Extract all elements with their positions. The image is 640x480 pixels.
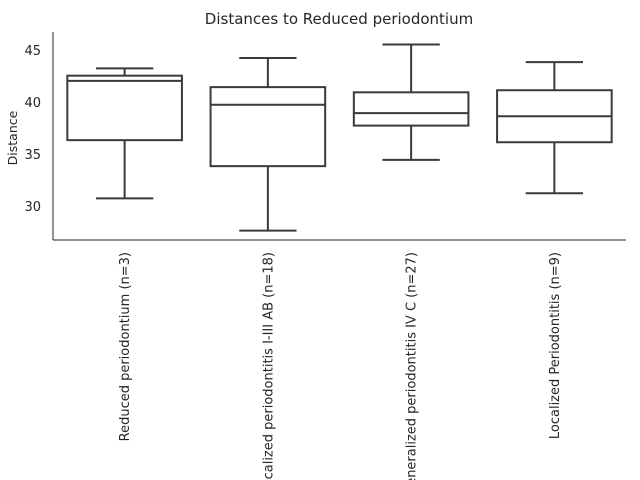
box-1 (66, 67, 183, 200)
x-tick-label: Generalized periodontitis IV C (n=27) (405, 252, 420, 480)
box-4 (496, 61, 613, 195)
box-2 (209, 57, 327, 232)
boxes (66, 43, 613, 232)
y-tick-label: 35 (24, 148, 41, 163)
y-tick-label: 30 (24, 200, 41, 215)
x-tick-label: Localized Periodontitis (n=9) (548, 252, 563, 439)
iqr-box (66, 74, 183, 142)
iqr-box (352, 91, 470, 127)
iqr-box (209, 86, 327, 168)
y-tick-label: 45 (24, 44, 41, 59)
x-tick-labels: Reduced periodontium (n=3) Localized peri… (118, 252, 563, 480)
axes: 30 35 40 45 (24, 32, 626, 241)
x-tick-label: Reduced periodontium (n=3) (118, 252, 133, 441)
box-3 (352, 43, 470, 161)
y-tick-label: 40 (24, 96, 41, 111)
x-tick-label: Localized periodontitis I-III AB (n=18) (261, 252, 276, 480)
chart-title: Distances to Reduced periodontium (205, 10, 473, 28)
y-axis-label: Distance (5, 110, 20, 165)
